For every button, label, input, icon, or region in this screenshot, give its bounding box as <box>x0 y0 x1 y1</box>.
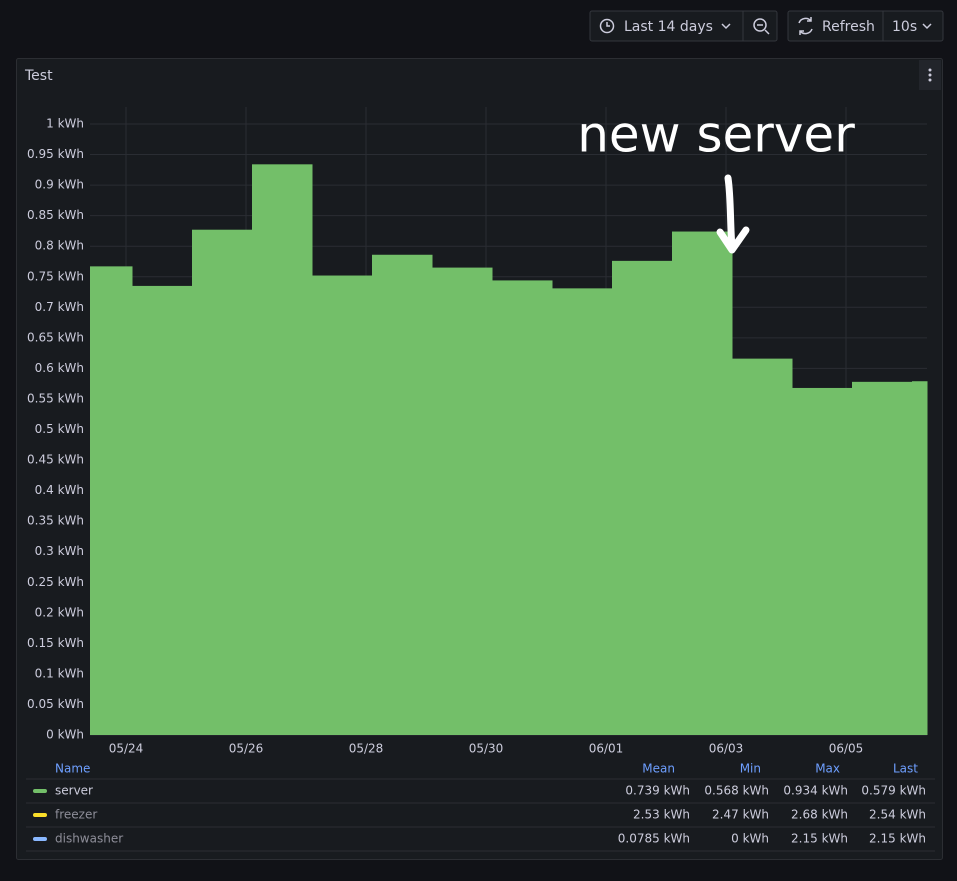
y-tick-label: 0.3 kWh <box>35 544 84 558</box>
legend-name: freezer <box>55 808 97 822</box>
x-tick-label: 05/26 <box>229 742 264 756</box>
legend-stat: 2.15 kWh <box>869 832 926 846</box>
y-tick-label: 0.65 kWh <box>27 330 84 344</box>
bar <box>252 164 313 736</box>
time-picker[interactable]: Last 14 days <box>589 10 778 42</box>
chevron <box>922 23 932 30</box>
bar <box>912 381 928 735</box>
annotation-arrow <box>716 174 750 254</box>
legend-header: Name <box>55 762 90 776</box>
bar <box>852 381 913 735</box>
y-tick-label: 0.95 kWh <box>27 147 84 161</box>
time-range: Last 14 days <box>624 19 713 35</box>
plot: 0 kWh 0.05 kWh 0.1 kWh 0.15 kWh 0.2 kWh 0.25 … <box>26 107 935 852</box>
y-tick-label: 1 kWh <box>46 117 84 131</box>
legend-stat: 0.568 kWh <box>704 784 769 798</box>
bar <box>132 285 193 735</box>
legend-name: dishwasher <box>55 832 123 846</box>
refresh-label[interactable]: Refresh <box>822 19 875 35</box>
legend-swatch <box>33 789 47 793</box>
legend-stat: 0.0785 kWh <box>618 832 690 846</box>
y-tick-label: 0.4 kWh <box>35 483 84 497</box>
y-tick-label: 0 kWh <box>46 728 84 742</box>
legend-stat: 0.934 kWh <box>783 784 848 798</box>
x-tick-label: 05/24 <box>109 742 144 756</box>
bar <box>312 275 373 735</box>
panel-title: Test <box>24 68 53 84</box>
x-tick-label: 05/30 <box>469 742 504 756</box>
refresh-box <box>787 10 944 42</box>
y-tick-label: 0.5 kWh <box>35 422 84 436</box>
y-tick-label: 0.6 kWh <box>35 361 84 375</box>
legend-name: server <box>55 784 93 798</box>
y-tick-label: 0.45 kWh <box>27 453 84 467</box>
refresh-interval[interactable]: 10s <box>892 19 917 35</box>
annotation: new server <box>577 106 855 164</box>
legend-swatch <box>33 813 47 817</box>
y-tick-label: 0.55 kWh <box>27 391 84 405</box>
y-tick-label: 0.85 kWh <box>27 208 84 222</box>
menu-dots <box>928 68 932 82</box>
bar <box>612 260 673 735</box>
bar <box>372 254 433 735</box>
bar <box>492 280 553 735</box>
y-tick-label: 0.7 kWh <box>35 300 84 314</box>
bar <box>432 267 493 735</box>
bar <box>792 387 853 735</box>
legend-header: Mean <box>642 762 675 776</box>
y-tick-label: 0.1 kWh <box>35 666 84 680</box>
zoom-out-icon[interactable] <box>753 18 767 32</box>
time-picker-box <box>589 10 778 42</box>
x-tick-label: 06/03 <box>709 742 744 756</box>
bar <box>672 231 733 735</box>
legend-stat: 2.15 kWh <box>791 832 848 846</box>
y-tick-label: 0.9 kWh <box>35 178 84 192</box>
legend-stat: 0 kWh <box>731 832 769 846</box>
legend-header: Max <box>815 762 840 776</box>
legend-stat: 0.739 kWh <box>625 784 690 798</box>
bar <box>90 266 133 735</box>
bar <box>552 288 613 735</box>
clock-hands <box>606 22 610 27</box>
legend-header: Last <box>893 762 918 776</box>
y-tick-label: 0.25 kWh <box>27 575 84 589</box>
y-tick-label: 0.8 kWh <box>35 239 84 253</box>
legend-stat: 2.54 kWh <box>869 808 926 822</box>
legend-header: Min <box>740 762 761 776</box>
y-tick-label: 0.15 kWh <box>27 636 84 650</box>
y-tick-label: 0.05 kWh <box>27 697 84 711</box>
refresh-picker[interactable]: Refresh 10s <box>787 10 944 42</box>
y-tick-label: 0.35 kWh <box>27 514 84 528</box>
zoom-out-glyph <box>757 24 770 35</box>
chevron <box>721 23 731 30</box>
clock-icon <box>599 18 615 34</box>
x-tick-label: 06/05 <box>829 742 864 756</box>
legend-stat: 2.53 kWh <box>633 808 690 822</box>
x-tick-label: 06/01 <box>589 742 624 756</box>
legend-stat: 0.579 kWh <box>861 784 926 798</box>
y-tick-label: 0.2 kWh <box>35 605 84 619</box>
legend-swatch <box>33 837 47 841</box>
y-tick-label: 0.75 kWh <box>27 269 84 283</box>
bar <box>732 358 793 735</box>
refresh-icon <box>798 17 813 35</box>
bar <box>192 229 253 735</box>
legend-stat: 2.68 kWh <box>791 808 848 822</box>
legend-stat: 2.47 kWh <box>712 808 769 822</box>
x-tick-label: 05/28 <box>349 742 384 756</box>
